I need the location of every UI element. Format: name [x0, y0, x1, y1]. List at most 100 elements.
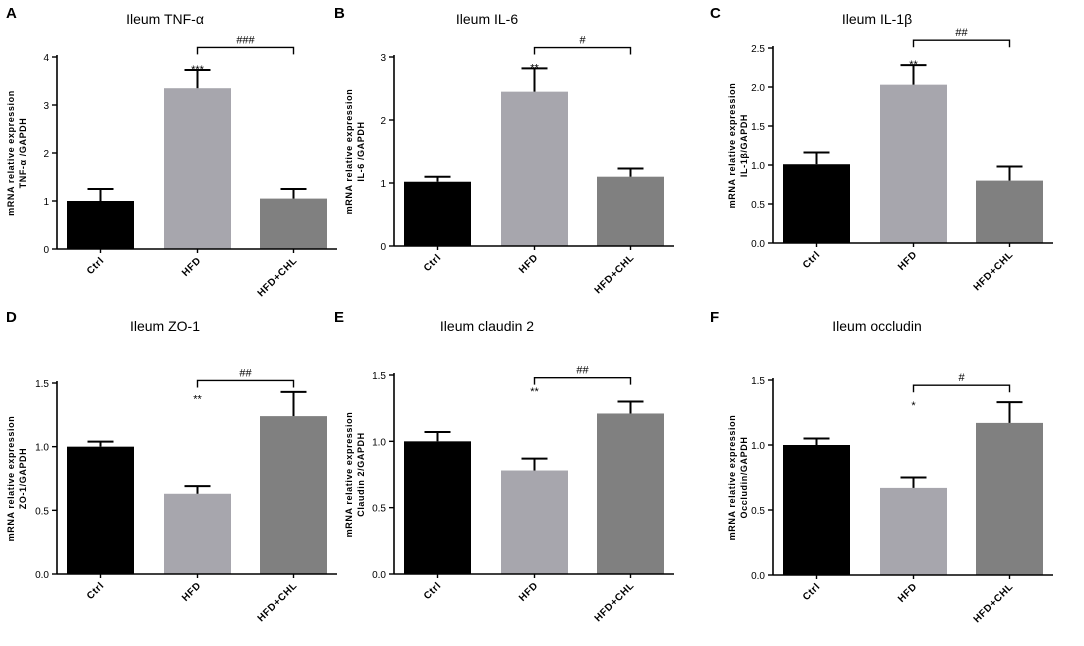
y-axis-sublabel: TNF-α /GAPDH [18, 118, 28, 189]
y-tick-label: 0.5 [751, 506, 765, 517]
bar-hfd [880, 84, 947, 243]
bar-hfd-chl [976, 422, 1043, 575]
y-axis-sublabel: IL-6 /GAPDH [356, 121, 366, 181]
chart-panel-a: A Ileum TNF-α mRNA relative expression TNF-… [6, 5, 337, 299]
y-tick-label: 1.0 [35, 443, 49, 454]
y-tick-label: 2.0 [751, 83, 765, 94]
y-tick-label: 4 [43, 53, 49, 64]
panel-letter: A [6, 5, 17, 22]
significance-star: ** [530, 62, 539, 74]
y-tick-label: 2 [380, 116, 386, 127]
x-tick-label-hfd-chl: HFD+CHL [972, 249, 1016, 293]
bar-hfd-chl [976, 180, 1043, 243]
x-tick-label-hfd: HFD [180, 580, 204, 604]
comparison-bracket [912, 39, 1011, 48]
x-tick-label-hfd-chl: HFD+CHL [593, 580, 637, 624]
y-tick-label: 2 [43, 149, 49, 160]
bar-hfd [164, 88, 231, 249]
comparison-bracket [533, 376, 632, 385]
bar-ctrl [67, 446, 134, 574]
chart-panel-e: E Ileum claudin 2 mRNA relative expression… [334, 309, 674, 624]
bar-hfd [501, 470, 568, 574]
y-axis-sublabel: Claudin 2/GAPDH [356, 432, 366, 517]
y-tick-label: 0.5 [372, 504, 386, 515]
y-tick-label: 1.0 [751, 441, 765, 452]
y-tick-label: 1 [380, 179, 386, 190]
x-tick-label-ctrl: Ctrl [85, 255, 107, 277]
y-tick-label: 1.0 [751, 161, 765, 172]
bar-ctrl [67, 201, 134, 249]
bar-hfd [164, 493, 231, 574]
bar-hfd-chl [260, 198, 327, 249]
chart-title: Ileum TNF-α [126, 11, 204, 27]
y-tick-label: 3 [43, 101, 49, 112]
significance-star: * [911, 400, 916, 412]
panel-letter: D [6, 309, 17, 326]
bracket-label: ### [236, 34, 255, 46]
y-axis-sublabel: ZO-1/GAPDH [18, 448, 28, 510]
bar-hfd-chl [597, 176, 664, 246]
bracket-label: ## [955, 27, 968, 39]
y-tick-label: 1 [43, 197, 49, 208]
chart-title: Ileum ZO-1 [130, 318, 200, 334]
x-tick-label-hfd-chl: HFD+CHL [972, 581, 1016, 625]
y-tick-label: 1.5 [372, 371, 386, 382]
y-tick-label: 2.5 [751, 44, 765, 55]
y-tick-label: 3 [380, 53, 386, 64]
bar-ctrl [783, 445, 850, 575]
chart-title: Ileum IL-1β [842, 11, 912, 27]
y-tick-label: 1.5 [751, 122, 765, 133]
x-tick-label-hfd-chl: HFD+CHL [256, 255, 300, 299]
x-tick-label-hfd: HFD [517, 252, 541, 276]
chart-panel-b: B Ileum IL-6 mRNA relative expression IL-6 … [334, 5, 674, 296]
bar-hfd-chl [597, 413, 664, 574]
chart-panel-f: F Ileum occludin mRNA relative expression O… [710, 309, 1053, 625]
panel-letter: F [710, 309, 719, 326]
y-axis-label: mRNA relative expression [6, 416, 16, 542]
y-tick-label: 0.0 [751, 571, 765, 582]
x-tick-label-ctrl: Ctrl [801, 581, 823, 603]
bar-hfd [501, 91, 568, 247]
comparison-bracket [196, 46, 295, 55]
y-tick-label: 0.0 [35, 570, 49, 581]
y-tick-label: 0.5 [751, 200, 765, 211]
chart-title: Ileum claudin 2 [440, 318, 534, 334]
bar-hfd-chl [260, 416, 327, 574]
y-axis-label: mRNA relative expression [344, 89, 354, 215]
x-tick-label-hfd-chl: HFD+CHL [593, 252, 637, 296]
bracket-label: # [958, 372, 965, 384]
y-tick-label: 0.5 [35, 506, 49, 517]
y-tick-label: 0.0 [751, 239, 765, 250]
bracket-label: # [579, 35, 586, 47]
y-tick-label: 0 [43, 245, 49, 256]
x-tick-label-hfd: HFD [180, 255, 204, 279]
y-axis-sublabel: Occludin/GAPDH [739, 437, 749, 519]
y-tick-label: 1.0 [372, 437, 386, 448]
significance-star: ** [909, 59, 918, 71]
panel-letter: B [334, 5, 345, 22]
comparison-bracket [533, 46, 632, 55]
y-axis-label: mRNA relative expression [344, 412, 354, 538]
y-axis-label: mRNA relative expression [727, 415, 737, 541]
bar-hfd [880, 487, 947, 575]
x-tick-label-ctrl: Ctrl [422, 252, 444, 274]
bracket-label: ## [576, 365, 589, 377]
x-tick-label-hfd: HFD [896, 249, 920, 273]
panel-letter: C [710, 5, 721, 22]
x-tick-label-ctrl: Ctrl [85, 580, 107, 602]
chart-panel-c: C Ileum IL-1β mRNA relative expression IL-1… [710, 5, 1053, 293]
x-tick-label-hfd-chl: HFD+CHL [256, 580, 300, 624]
panel-letter: E [334, 309, 344, 326]
significance-star: *** [191, 64, 205, 76]
significance-star: ** [193, 394, 202, 406]
bar-ctrl [404, 441, 471, 574]
chart-title: Ileum IL-6 [456, 11, 518, 27]
y-tick-label: 0.0 [372, 570, 386, 581]
significance-star: ** [530, 386, 539, 398]
comparison-bracket [912, 384, 1011, 393]
bar-ctrl [783, 164, 850, 243]
y-axis-label: mRNA relative expression [6, 90, 16, 216]
bar-ctrl [404, 181, 471, 246]
x-tick-label-hfd: HFD [517, 580, 541, 604]
